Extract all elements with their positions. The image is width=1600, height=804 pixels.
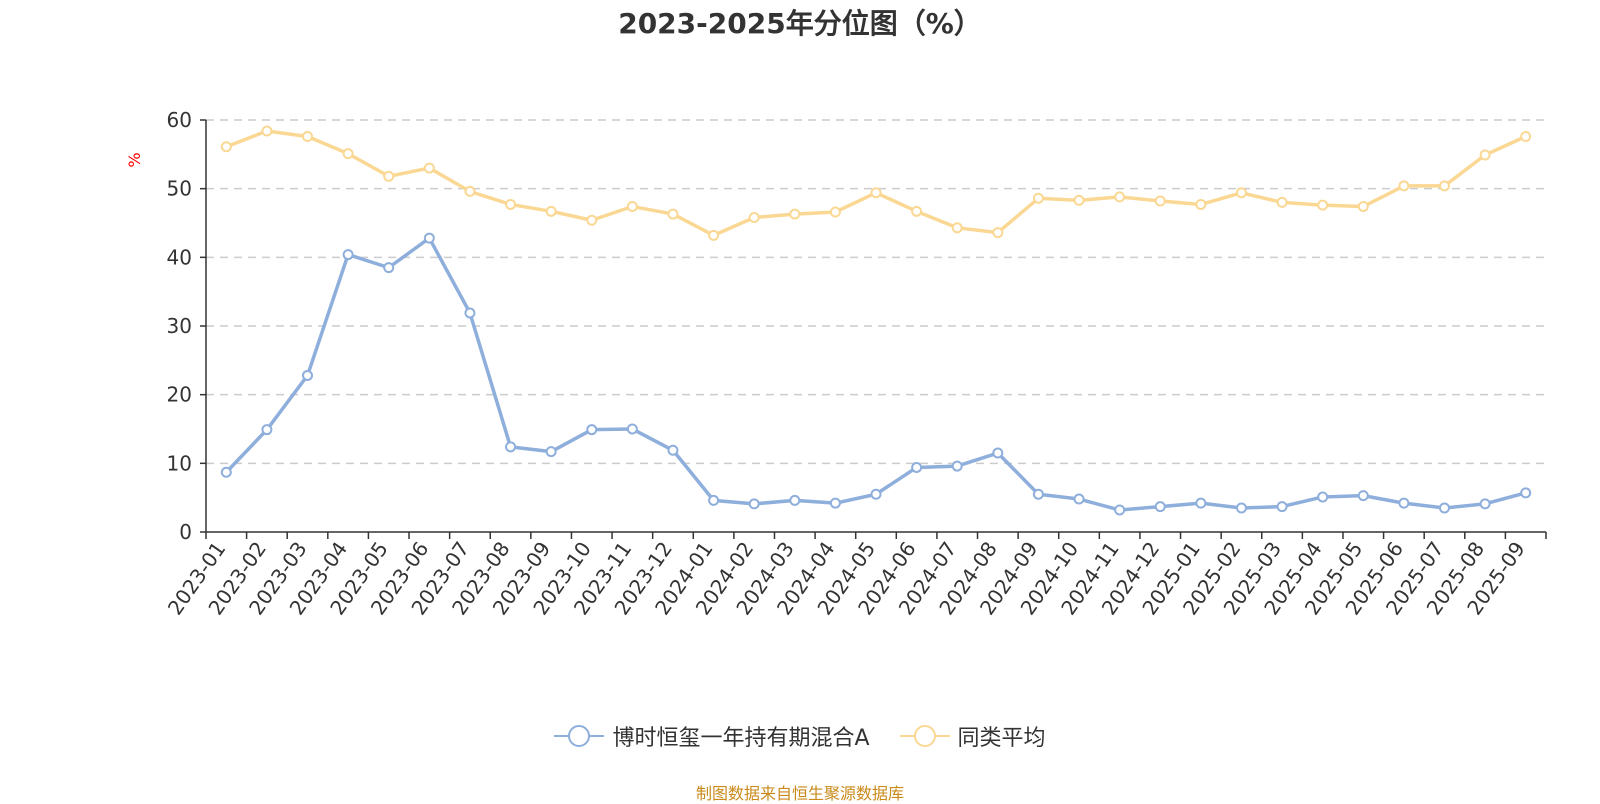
y-tick-label-10: 10: [167, 451, 192, 475]
y-tick-label-50: 50: [167, 177, 192, 201]
data-point-s2-2023-04[interactable]: [342, 148, 354, 160]
data-point-s2-2023-06[interactable]: [423, 162, 435, 174]
y-tick-label-0: 0: [179, 520, 192, 544]
data-point-s2-2025-05[interactable]: [1357, 201, 1369, 213]
data-point-s2-2024-11[interactable]: [1114, 191, 1126, 203]
data-point-s1-2025-04[interactable]: [1317, 491, 1329, 503]
data-point-s1-2024-09[interactable]: [1032, 488, 1044, 500]
data-point-s2-2023-05[interactable]: [383, 170, 395, 182]
y-tick-label-20: 20: [167, 383, 192, 407]
source-note: 制图数据来自恒生聚源数据库: [695, 784, 904, 803]
y-tick-label-30: 30: [167, 314, 192, 338]
data-point-s2-2023-10[interactable]: [586, 214, 598, 226]
y-tick-label-60: 60: [167, 108, 192, 132]
data-point-s1-2024-01[interactable]: [708, 494, 720, 506]
data-point-s2-2024-06[interactable]: [911, 205, 923, 217]
data-point-s2-2023-01[interactable]: [220, 141, 232, 153]
data-point-s1-2024-11[interactable]: [1114, 504, 1126, 516]
legend-item-series-1[interactable]: 博时恒玺一年持有期混合A: [554, 720, 870, 752]
legend: 博时恒玺一年持有期混合A 同类平均: [0, 720, 1600, 752]
data-point-s1-2023-11[interactable]: [626, 423, 638, 435]
data-point-s1-2023-05[interactable]: [383, 262, 395, 274]
data-point-s1-2023-08[interactable]: [505, 441, 517, 453]
data-point-s2-2023-03[interactable]: [302, 130, 314, 142]
data-point-s2-2024-04[interactable]: [829, 206, 841, 218]
data-point-s1-2025-09[interactable]: [1520, 487, 1532, 499]
data-point-s1-2025-07[interactable]: [1438, 502, 1450, 514]
series-layer: [220, 125, 1532, 516]
data-point-s1-2024-06[interactable]: [911, 461, 923, 473]
data-point-s1-2023-02[interactable]: [261, 424, 273, 436]
data-point-s1-2024-08[interactable]: [992, 447, 1004, 459]
data-point-s2-2025-08[interactable]: [1479, 149, 1491, 161]
chart-title: 2023-2025年分位图（%）: [618, 7, 982, 40]
data-point-s2-2025-04[interactable]: [1317, 199, 1329, 211]
data-point-s2-2024-03[interactable]: [789, 208, 801, 220]
data-point-s2-2024-01[interactable]: [708, 229, 720, 241]
data-point-s1-2023-10[interactable]: [586, 424, 598, 436]
data-point-s1-2024-02[interactable]: [748, 498, 760, 510]
data-point-s2-2024-08[interactable]: [992, 227, 1004, 239]
data-point-s1-2023-06[interactable]: [423, 232, 435, 244]
data-point-s2-2024-05[interactable]: [870, 187, 882, 199]
legend-swatch-series-2: [899, 725, 950, 747]
data-point-s2-2025-02[interactable]: [1235, 187, 1247, 199]
data-point-s2-2025-09[interactable]: [1520, 130, 1532, 142]
data-point-s2-2024-07[interactable]: [951, 222, 963, 234]
legend-item-series-2[interactable]: 同类平均: [899, 720, 1046, 752]
data-point-s1-2023-07[interactable]: [464, 307, 476, 319]
data-point-s2-2024-02[interactable]: [748, 212, 760, 224]
data-point-s1-2023-04[interactable]: [342, 249, 354, 261]
legend-label-series-1: 博时恒玺一年持有期混合A: [612, 726, 870, 751]
data-point-s1-2025-06[interactable]: [1398, 497, 1410, 509]
data-point-s2-2024-09[interactable]: [1032, 192, 1044, 204]
data-point-s1-2025-01[interactable]: [1195, 497, 1207, 509]
data-point-s1-2024-03[interactable]: [789, 494, 801, 506]
data-point-s1-2023-01[interactable]: [220, 466, 232, 478]
data-point-s2-2024-12[interactable]: [1154, 195, 1166, 207]
data-point-s1-2024-10[interactable]: [1073, 493, 1085, 505]
data-point-s1-2023-12[interactable]: [667, 444, 679, 456]
data-point-s2-2023-11[interactable]: [626, 201, 638, 213]
data-point-s1-2023-09[interactable]: [545, 446, 557, 458]
y-axis-label: %: [125, 152, 144, 167]
data-point-s2-2025-06[interactable]: [1398, 180, 1410, 192]
axis-layer: 01020304050602023-012023-022023-032023-0…: [163, 108, 1547, 619]
data-point-s2-2025-07[interactable]: [1438, 180, 1450, 192]
data-point-s1-2025-03[interactable]: [1276, 501, 1288, 513]
data-point-s2-2025-03[interactable]: [1276, 196, 1288, 208]
series-1: [220, 232, 1532, 516]
series-line-1: [225, 236, 1527, 512]
data-point-s1-2024-05[interactable]: [870, 488, 882, 500]
data-point-s1-2025-05[interactable]: [1357, 490, 1369, 502]
data-point-s1-2024-04[interactable]: [829, 497, 841, 509]
data-point-s1-2024-12[interactable]: [1154, 501, 1166, 513]
data-point-s1-2025-02[interactable]: [1235, 502, 1247, 514]
data-point-s2-2023-12[interactable]: [667, 208, 679, 220]
data-point-s2-2024-10[interactable]: [1073, 194, 1085, 206]
series-2: [220, 125, 1532, 241]
data-point-s2-2023-07[interactable]: [464, 185, 476, 197]
data-point-s2-2023-09[interactable]: [545, 205, 557, 217]
legend-label-series-2: 同类平均: [957, 726, 1046, 751]
data-point-s2-2023-02[interactable]: [261, 125, 273, 137]
legend-swatch-series-1: [554, 725, 605, 747]
data-point-s2-2025-01[interactable]: [1195, 198, 1207, 210]
data-point-s1-2025-08[interactable]: [1479, 498, 1491, 510]
series-line-2: [225, 129, 1527, 238]
data-point-s2-2023-08[interactable]: [505, 198, 517, 210]
y-tick-label-40: 40: [167, 245, 192, 269]
data-point-s1-2023-03[interactable]: [302, 369, 314, 381]
data-point-s1-2024-07[interactable]: [951, 460, 963, 472]
